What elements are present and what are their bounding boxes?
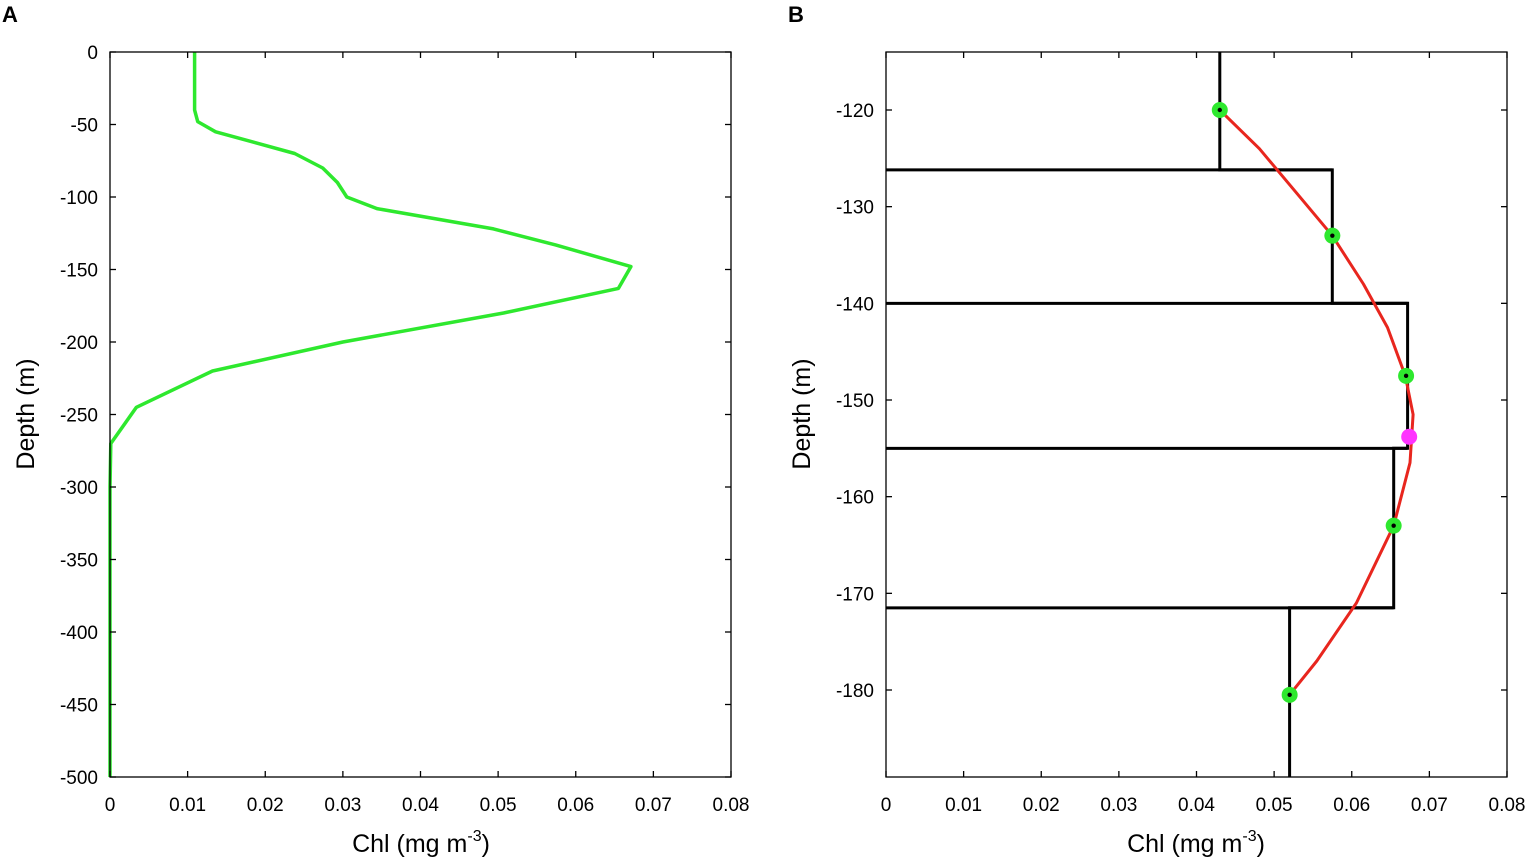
- panel-b-y-tick-label: -180: [836, 681, 874, 702]
- panel-b-x-tick-label: 0.02: [1023, 795, 1060, 816]
- panel-a-x-tick-label: 0.01: [169, 795, 206, 816]
- panel-a-y-tick-label: -400: [60, 623, 98, 644]
- panel-b-y-axis-title: Depth (m): [788, 358, 816, 469]
- panel-a-y-tick-label: -250: [60, 406, 98, 427]
- panel-b-sample-point-center: [1287, 692, 1292, 698]
- panel-b-x-tick-label: 0.06: [1333, 795, 1370, 816]
- panel-a-chl-profile-line: [108, 52, 633, 777]
- panel-a-marks: [108, 52, 633, 777]
- panel-a-y-tick-label: -150: [60, 261, 98, 282]
- panel-a-x-tick-label: 0.08: [713, 795, 750, 816]
- panel-b-x-tick-label: 0.08: [1489, 795, 1526, 816]
- panel-a-y-tick-label: -300: [60, 478, 98, 499]
- panel-b-marks: [886, 52, 1418, 777]
- panel-b-y-tick-label: -140: [836, 294, 874, 315]
- panel-a-y-tick-label: 0: [87, 43, 98, 64]
- panel-a-y-tick-label: -100: [60, 188, 98, 209]
- panel-b-x-tick-label: 0.03: [1100, 795, 1137, 816]
- panel-a-axes-box: [109, 51, 732, 778]
- panel-a-y-tick-label: -50: [71, 116, 98, 137]
- panel-a-x-tick-label: 0.06: [557, 795, 594, 816]
- panel-b-sample-point-center: [1403, 373, 1409, 379]
- panel-a-y-tick-label: -450: [60, 696, 98, 717]
- panel-b-x-tick-label: 0: [881, 795, 892, 816]
- panel-b-x-axis-title: Chl (mg m-3): [1127, 828, 1265, 858]
- panel-b-y-tick-label: -120: [836, 101, 874, 122]
- panel-b-y-tick-label: -130: [836, 198, 874, 219]
- panel-b-sample-point-center: [1391, 523, 1396, 528]
- panel-b-x-tick-label: 0.04: [1178, 795, 1215, 816]
- panel-b: B 0 0.01 0.02 0.03 0.04 0.05 0.06 0.07 0.08 -120 -…: [788, 2, 1525, 858]
- panel-b-ticks: 0 0.01 0.02 0.03 0.04 0.05 0.06 0.07 0.08 -120 -13…: [836, 52, 1526, 816]
- panel-b-y-tick-label: -170: [836, 584, 874, 605]
- panel-a: A 0 0.01 0.02 0.03 0.04 0.05 0.06 0.07 0.08 0 -50 -…: [2, 2, 749, 858]
- panel-a-y-tick-label: -500: [60, 768, 98, 789]
- panel-a-x-tick-label: 0.03: [324, 795, 361, 816]
- panel-b-y-tick-label: -160: [836, 488, 874, 509]
- panel-b-x-tick-label: 0.01: [945, 795, 982, 816]
- panel-a-x-tick-label: 0.05: [480, 795, 517, 816]
- panel-a-x-axis-title: Chl (mg m-3): [352, 828, 490, 858]
- panel-a-x-tick-label: 0.07: [635, 795, 672, 816]
- panel-a-label: A: [2, 2, 18, 27]
- panel-b-sample-point-center: [1217, 107, 1222, 113]
- panel-a-x-tick-label: 0.02: [247, 795, 284, 816]
- panel-b-y-tick-label: -150: [836, 391, 874, 412]
- panel-a-y-tick-label: -200: [60, 333, 98, 354]
- panel-a-ticks: 0 0.01 0.02 0.03 0.04 0.05 0.06 0.07 0.08 0 -50 -10…: [60, 43, 750, 816]
- panel-b-x-tick-label: 0.05: [1256, 795, 1293, 816]
- panel-a-y-axis-title: Depth (m): [12, 358, 40, 469]
- panel-a-x-tick-label: 0.04: [402, 795, 439, 816]
- panel-a-y-tick-label: -350: [60, 551, 98, 572]
- panel-b-peak-point: [1401, 428, 1418, 445]
- panel-b-label: B: [788, 2, 804, 27]
- panel-b-x-tick-label: 0.07: [1411, 795, 1448, 816]
- panel-a-x-tick-label: 0: [105, 795, 116, 816]
- panel-b-step-profile: [1218, 52, 1410, 777]
- panel-b-sample-point-center: [1330, 233, 1335, 238]
